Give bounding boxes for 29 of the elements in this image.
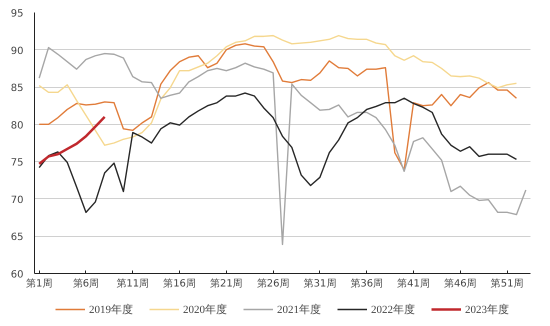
line-series [38,43,518,171]
y-tick-label: 65 [10,232,24,244]
legend-label: 2023年度 [465,302,509,316]
x-tick-label: 第1周 [26,278,52,290]
x-tick-label: 第21周 [210,278,243,290]
line-series [38,46,527,246]
x-tick-label: 第31周 [304,278,336,290]
y-tick-label: 80 [10,120,24,132]
y-tick-label: 70 [10,194,24,206]
x-tick-label: 第41周 [397,278,430,290]
line-series [38,92,518,214]
x-tick-label: 第26周 [256,278,290,290]
y-tick-label: 75 [10,158,24,169]
line-series [38,34,518,146]
x-tick-label: 第16周 [163,278,196,290]
y-tick-label: 90 [10,46,24,57]
legend-label: 2022年度 [371,302,415,316]
y-tick-label: 60 [10,270,24,280]
x-tick-label: 第46周 [444,278,477,290]
y-tick-label: 95 [10,8,24,20]
legend-label: 2019年度 [89,302,133,316]
legend-label: 2021年度 [277,302,321,316]
y-tick-label: 85 [10,83,24,94]
x-tick-label: 第51周 [490,278,524,290]
line-series [38,116,106,166]
x-tick-label: 第36周 [350,278,384,290]
x-tick-label: 第6周 [72,278,100,290]
legend-label: 2020年度 [183,302,227,316]
x-tick-label: 第11周 [116,278,150,290]
